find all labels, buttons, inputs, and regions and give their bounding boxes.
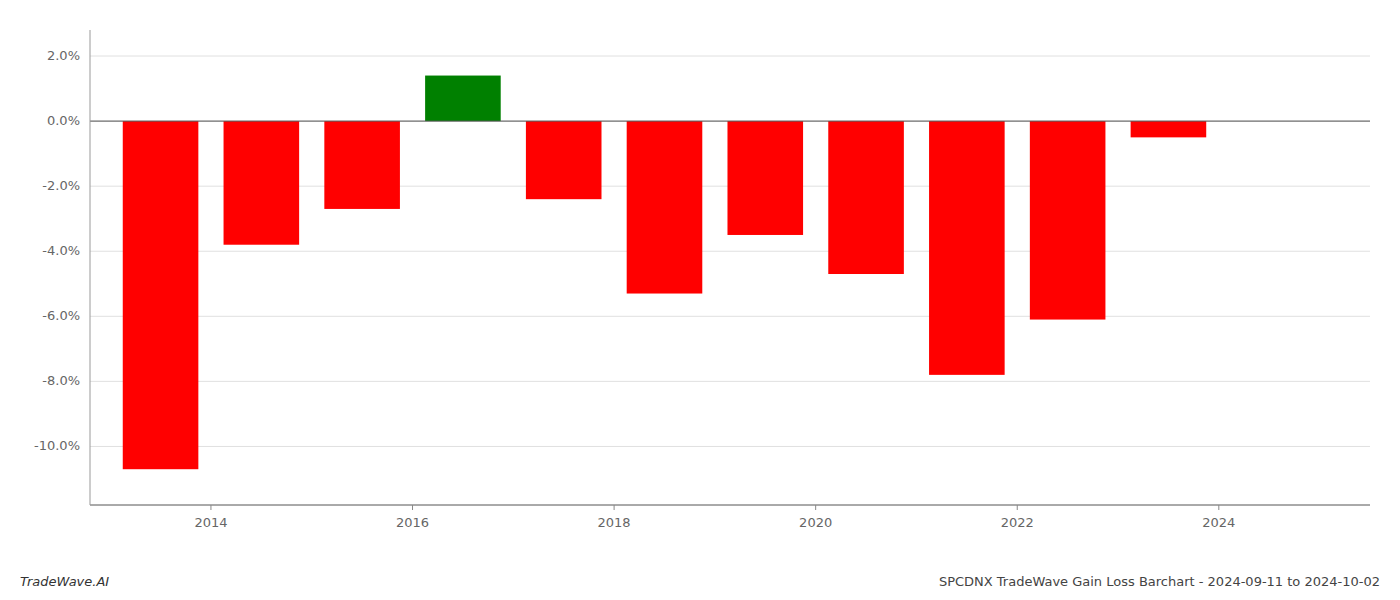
watermark: TradeWave.AI — [20, 574, 109, 589]
y-tick-label: -2.0% — [42, 178, 80, 193]
grid-line — [90, 446, 1370, 447]
bar — [425, 76, 501, 122]
y-tick-label: 2.0% — [47, 48, 80, 63]
x-tick-label: 2022 — [1001, 515, 1034, 530]
x-tick — [412, 505, 413, 510]
zero-line — [90, 121, 1370, 122]
x-tick — [1017, 505, 1018, 510]
y-grid — [90, 56, 1370, 446]
grid-line — [90, 381, 1370, 382]
x-tick-label: 2020 — [799, 515, 832, 530]
grid-line — [90, 56, 1370, 57]
grid-line — [90, 121, 1370, 122]
y-tick-label: -8.0% — [42, 373, 80, 388]
chart-container: 2.0%0.0%-2.0%-4.0%-6.0%-8.0%-10.0%201420… — [0, 0, 1400, 600]
x-tick — [210, 505, 211, 510]
y-tick-label: -4.0% — [42, 243, 80, 258]
y-axis-line — [90, 30, 91, 505]
bar — [1030, 121, 1106, 319]
bar — [627, 121, 703, 293]
x-tick-label: 2018 — [598, 515, 631, 530]
bar — [526, 121, 602, 199]
x-tick-label: 2016 — [396, 515, 429, 530]
bar — [828, 121, 904, 274]
bars — [123, 76, 1206, 470]
x-ticks: 2014 2016 2018 2020 2022 2024 — [194, 505, 1235, 530]
bar — [324, 121, 400, 209]
y-tick-label: -6.0% — [42, 308, 80, 323]
bar — [1131, 121, 1207, 137]
y-tick-label: 0.0% — [47, 113, 80, 128]
bar — [123, 121, 199, 469]
chart-svg: 2.0%0.0%-2.0%-4.0%-6.0%-8.0%-10.0%201420… — [0, 0, 1400, 600]
bar — [727, 121, 803, 235]
x-tick-label: 2024 — [1202, 515, 1235, 530]
x-tick — [815, 505, 816, 510]
y-tick-labels: 2.0% 0.0% -2.0% -4.0% -6.0% -8.0% -10.0% — [34, 48, 80, 453]
y-tick-label: -10.0% — [34, 438, 80, 453]
x-axis-line — [90, 505, 1370, 506]
grid-line — [90, 251, 1370, 252]
bar — [929, 121, 1005, 375]
chart-title: SPCDNX TradeWave Gain Loss Barchart - 20… — [939, 574, 1380, 589]
grid-line — [90, 316, 1370, 317]
x-tick-label: 2014 — [194, 515, 227, 530]
x-tick — [1218, 505, 1219, 510]
bar — [224, 121, 300, 245]
x-tick — [614, 505, 615, 510]
